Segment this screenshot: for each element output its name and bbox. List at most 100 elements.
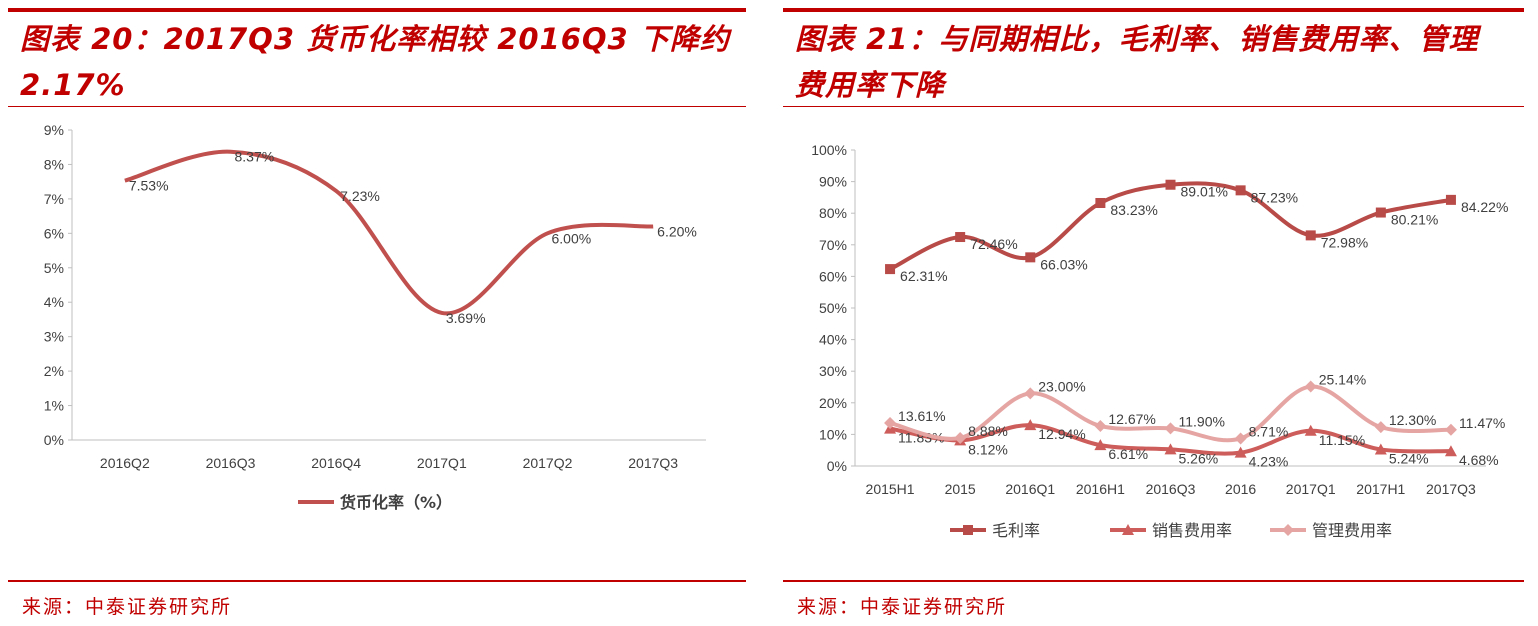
right-y-tick-label: 90%	[819, 174, 847, 190]
left-y-tick-label: 6%	[44, 225, 64, 241]
right-x-tick-label: 2016Q1	[1005, 481, 1055, 497]
left-footer-rule	[8, 580, 746, 582]
right-data-label: 11.15%	[1319, 432, 1365, 448]
right-y-tick-label: 80%	[819, 205, 847, 221]
left-data-label: 7.23%	[340, 188, 380, 204]
right-series-0-point	[1375, 207, 1386, 218]
left-panel: 图表 20：2017Q3 货币化率相较 2016Q3 下降约 2.17% 0% 1…	[0, 0, 760, 626]
right-legend-label-0: 毛利率	[992, 521, 1040, 540]
right-data-label: 12.94%	[1038, 426, 1085, 442]
right-series-2-point	[1234, 432, 1247, 445]
left-legend-label-0: 货币化率（%）	[340, 493, 452, 512]
right-series-2-point	[1304, 380, 1317, 393]
right-x-tick-label: 2015	[945, 481, 976, 497]
right-series-1-point	[1444, 445, 1457, 457]
right-data-label: 8.71%	[1249, 423, 1289, 439]
right-series-0-point	[1445, 194, 1456, 205]
right-series-1-point	[1304, 424, 1317, 436]
right-legend-marker-1	[1122, 524, 1134, 535]
right-legend-marker-0	[963, 525, 973, 535]
left-series-line-0	[124, 149, 654, 316]
right-title-rule	[783, 106, 1524, 107]
right-legend-label-1: 销售费用率	[1152, 521, 1232, 540]
right-data-label: 12.30%	[1389, 412, 1436, 428]
left-data-label: 8.37%	[235, 149, 275, 165]
left-chart: 0% 1% 2% 3% 4% 5% 6% 7% 8% 9% 2016Q2 2016Q3 2016Q4 20…	[44, 122, 706, 512]
left-data-label: 6.00%	[552, 230, 592, 246]
left-x-tick-label: 2017Q1	[417, 455, 467, 471]
left-data-label: 7.53%	[129, 178, 169, 194]
right-data-label: 4.68%	[1459, 452, 1499, 468]
right-footer-rule	[783, 580, 1524, 582]
left-x-tick-label: 2016Q2	[100, 455, 150, 471]
right-title-line2: 费用率下降	[795, 68, 946, 102]
right-series-2-point	[954, 431, 967, 444]
left-x-tick-label: 2017Q2	[523, 455, 573, 471]
right-data-label: 83.23%	[1110, 202, 1157, 218]
right-series-2-point	[1444, 423, 1457, 436]
right-y-tick-label: 100%	[811, 142, 847, 158]
right-data-label: 5.24%	[1389, 450, 1429, 466]
right-top-bar	[783, 8, 1524, 12]
right-series-2-point	[1164, 422, 1177, 435]
right-data-label: 11.47%	[1459, 415, 1505, 431]
right-chart-title: 图表 21：与同期相比，毛利率、销售费用率、管理 费用率下降	[795, 16, 1518, 108]
right-y-tick-label: 20%	[819, 395, 847, 411]
right-series-0-point	[1025, 252, 1036, 263]
right-data-label: 6.61%	[1108, 446, 1148, 462]
right-legend-marker-2	[1282, 524, 1294, 536]
right-data-label: 11.90%	[1179, 413, 1225, 429]
right-series-1-point	[1164, 443, 1177, 455]
right-y-tick-label: 0%	[827, 458, 847, 474]
right-data-label: 23.00%	[1038, 378, 1085, 394]
left-top-bar	[8, 8, 746, 12]
right-y-tick-label: 30%	[819, 363, 847, 379]
right-x-tick-label: 2016H1	[1076, 481, 1125, 497]
right-panel: 图表 21：与同期相比，毛利率、销售费用率、管理 费用率下降 0% 10% 20% 3…	[775, 0, 1538, 626]
right-data-label: 72.46%	[970, 236, 1017, 252]
right-series-0-point	[955, 232, 966, 243]
right-series-0-point	[885, 264, 896, 275]
right-y-tick-label: 10%	[819, 426, 847, 442]
right-x-tick-label: 2017Q3	[1426, 481, 1476, 497]
right-series-2-point	[884, 416, 897, 429]
left-y-tick-label: 0%	[44, 432, 64, 448]
right-series-2-point	[1374, 421, 1387, 434]
left-x-tick-label: 2017Q3	[628, 455, 678, 471]
right-data-label: 89.01%	[1181, 184, 1228, 200]
right-series-2-point	[1094, 419, 1107, 432]
right-y-tick-label: 70%	[819, 237, 847, 253]
right-chart: 0% 10% 20% 30% 40% 50% 60% 70% 80% 90% 100% 2015H1 2…	[811, 142, 1508, 540]
right-data-label: 5.26%	[1179, 450, 1219, 466]
right-x-tick-label: 2016	[1225, 481, 1256, 497]
right-data-label: 8.12%	[968, 441, 1008, 457]
right-x-tick-label: 2016Q3	[1146, 481, 1196, 497]
right-series-2-point	[1024, 387, 1037, 400]
left-y-tick-label: 8%	[44, 156, 64, 172]
right-series-0-point	[1095, 197, 1106, 208]
right-y-tick-label: 40%	[819, 332, 847, 348]
right-data-label: 13.61%	[898, 408, 945, 424]
right-data-label: 12.67%	[1108, 411, 1155, 427]
right-y-tick-label: 60%	[819, 268, 847, 284]
right-legend-label-2: 管理费用率	[1312, 521, 1392, 540]
right-y-tick-label: 50%	[819, 300, 847, 316]
left-y-tick-label: 2%	[44, 363, 64, 379]
right-x-tick-label: 2017H1	[1356, 481, 1405, 497]
left-title-rule	[8, 106, 746, 107]
right-series-1-point	[1234, 446, 1247, 458]
left-y-tick-label: 7%	[44, 191, 64, 207]
left-y-tick-label: 5%	[44, 260, 64, 276]
right-data-label: 8.88%	[968, 423, 1008, 439]
right-series-1-point	[1374, 443, 1387, 455]
right-data-label: 62.31%	[900, 268, 947, 284]
right-x-tick-label: 2017Q1	[1286, 481, 1336, 497]
left-y-tick-label: 9%	[44, 122, 64, 138]
left-x-tick-label: 2016Q4	[311, 455, 361, 471]
right-data-label: 84.22%	[1461, 199, 1508, 215]
left-source: 来源：中泰证券研究所	[22, 596, 233, 618]
right-data-label: 11.83%	[898, 430, 944, 446]
left-data-label: 6.20%	[657, 223, 697, 239]
right-data-label: 25.14%	[1319, 372, 1366, 388]
right-data-label: 80.21%	[1391, 212, 1438, 228]
